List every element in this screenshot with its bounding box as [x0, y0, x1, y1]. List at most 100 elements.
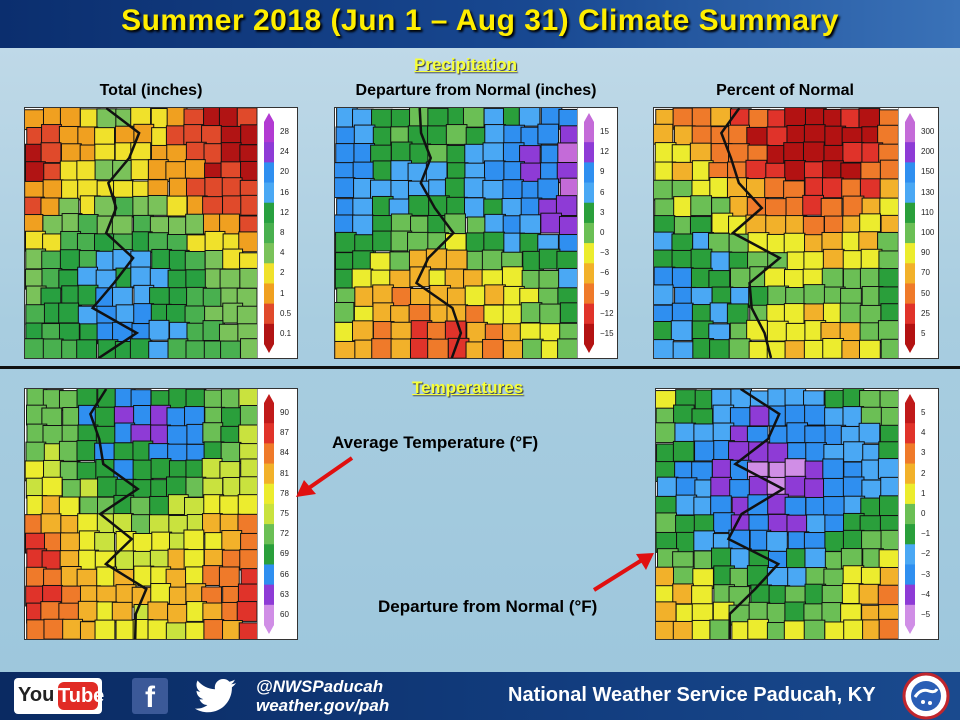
- legend-swatch: [905, 142, 915, 163]
- county-cell: [202, 422, 224, 444]
- county-cell: [747, 618, 769, 639]
- county-cell: [203, 619, 225, 639]
- legend-tick-label: 78: [280, 488, 289, 498]
- county-cell: [502, 340, 525, 358]
- county-cell: [111, 601, 133, 623]
- choropleth-map: [25, 108, 257, 358]
- legend-tick-label: 16: [280, 187, 289, 197]
- county-cell: [60, 532, 81, 554]
- county-cell: [672, 108, 695, 129]
- county-cell: [803, 251, 826, 273]
- legend-tick-label: 0: [921, 509, 926, 518]
- county-cell: [236, 601, 257, 622]
- legend-tick-label: 9: [600, 167, 605, 177]
- map-precip-total: 28 24 20 16 12 8 4 2 1 0.5 0.1: [24, 107, 298, 359]
- legend-swatch: [905, 263, 915, 284]
- county-cell: [672, 440, 695, 462]
- county-cell: [538, 269, 561, 291]
- county-cell: [501, 266, 524, 288]
- legend-swatch: [905, 423, 915, 444]
- county-cell: [784, 160, 807, 181]
- map-label-precip-percent: Percent of Normal: [716, 82, 854, 99]
- choropleth-map: [656, 389, 898, 639]
- office-name: National Weather Service Paducah, KY: [508, 684, 876, 706]
- county-cell: [42, 179, 64, 201]
- county-cell: [858, 108, 881, 129]
- county-cell: [76, 160, 98, 182]
- legend-tick-label: 2: [280, 268, 285, 278]
- footer-bar: You Tube f @NWSPaducah weather.gov/pah N…: [0, 672, 960, 720]
- county-cell: [671, 161, 694, 183]
- legend-tick-label: 3: [600, 207, 605, 217]
- county-cell: [671, 302, 694, 324]
- legend-swatch: [905, 564, 915, 586]
- county-cell: [804, 478, 826, 500]
- legend-swatch: [905, 584, 915, 606]
- county-cell: [842, 476, 865, 498]
- county-cell: [802, 141, 825, 163]
- county-cell: [879, 159, 898, 181]
- county-cell: [861, 530, 883, 552]
- facebook-icon[interactable]: f: [132, 678, 168, 714]
- page-title: Summer 2018 (Jun 1 – Aug 31) Climate Sum…: [121, 4, 839, 37]
- website-link[interactable]: weather.gov/pah: [256, 696, 390, 715]
- legend-tick-label: 87: [280, 428, 289, 438]
- county-cell: [766, 567, 789, 588]
- map-temp-average: 90 87 84 81 78 75 72 69 66 63 60: [24, 388, 298, 640]
- county-cell: [766, 531, 788, 552]
- legend-tick-label: 25: [921, 308, 930, 318]
- county-cell: [238, 622, 257, 639]
- county-cell: [766, 320, 789, 342]
- county-cell: [129, 338, 151, 358]
- legend-tick-label: −9: [600, 288, 610, 298]
- county-cell: [821, 602, 844, 623]
- county-cell: [690, 248, 713, 270]
- twitter-handle[interactable]: @NWSPaducah: [256, 677, 384, 696]
- county-cell: [236, 305, 257, 327]
- county-cell: [94, 406, 116, 428]
- county-cell: [237, 494, 257, 516]
- county-cell: [185, 389, 207, 410]
- legend-swatch: [584, 323, 594, 345]
- legend-tick-label: 150: [921, 167, 935, 177]
- legend-precip-total: 28 24 20 16 12 8 4 2 1 0.5 0.1: [257, 108, 297, 358]
- county-cell: [239, 404, 257, 426]
- legend-tick-label: 0: [600, 228, 605, 237]
- legend-swatch: [264, 122, 274, 143]
- county-cell: [656, 476, 679, 498]
- county-cell: [148, 340, 170, 358]
- legend-tick-label: 28: [280, 127, 289, 137]
- legend-tick-label: 2: [921, 468, 926, 478]
- county-cell: [711, 547, 733, 569]
- county-cell: [151, 248, 173, 270]
- county-cell: [764, 177, 786, 199]
- legend-swatch: [264, 483, 274, 505]
- county-cell: [822, 337, 845, 358]
- state-boundary: [89, 389, 148, 639]
- county-cell: [130, 266, 152, 288]
- county-cell: [41, 124, 62, 145]
- legend-cap-bottom: [905, 625, 915, 634]
- county-cell: [656, 601, 677, 623]
- county-cell: [351, 268, 374, 290]
- twitter-icon[interactable]: [194, 678, 238, 714]
- county-cell: [786, 548, 808, 570]
- county-cell: [389, 251, 412, 273]
- arrow-average-temperature: [296, 456, 354, 497]
- legend-tick-label: 72: [280, 529, 289, 539]
- county-cell: [76, 440, 98, 461]
- youtube-logo[interactable]: You Tube: [14, 678, 104, 714]
- county-cell: [335, 301, 355, 323]
- map-temp-departure: 5 4 3 2 1 0 −1 −2 −3 −4 −5: [655, 388, 939, 640]
- county-cell: [879, 566, 898, 588]
- annotation-average-temperature: Average Temperature (°F): [332, 433, 539, 452]
- legend-swatch: [905, 403, 915, 424]
- county-cell: [671, 267, 694, 289]
- county-cell: [147, 194, 169, 216]
- county-cell: [709, 619, 732, 639]
- legend-swatch: [905, 323, 915, 345]
- county-cell: [783, 620, 806, 639]
- legend-swatch: [905, 604, 915, 626]
- county-cell: [783, 232, 806, 254]
- county-cell: [537, 178, 560, 200]
